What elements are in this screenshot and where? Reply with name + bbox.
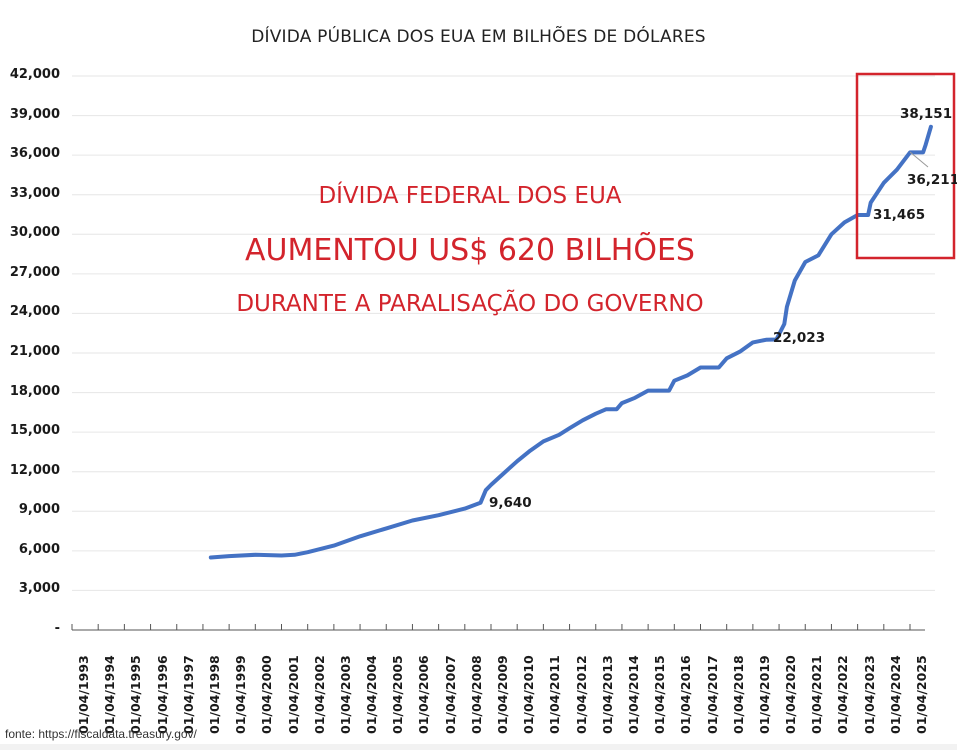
y-tick-label: 9,000 <box>18 502 60 518</box>
y-tick-label: 27,000 <box>9 264 60 280</box>
y-tick-label: 39,000 <box>9 106 60 122</box>
chart-title: DÍVIDA PÚBLICA DOS EUA EM BILHÕES DE DÓL… <box>251 27 706 47</box>
x-axis-line <box>71 624 925 631</box>
annotation-31465: 31,465 <box>873 207 926 223</box>
headline-line-1: DÍVIDA FEDERAL DOS EUA <box>318 183 622 209</box>
annotation-9640: 9,640 <box>489 495 532 511</box>
debt-line <box>208 124 933 560</box>
gridlines <box>72 75 935 591</box>
y-tick-label: 33,000 <box>9 185 60 201</box>
highlight-box <box>855 72 956 260</box>
leader-line-36211 <box>909 151 929 168</box>
y-tick-label: 12,000 <box>9 462 60 478</box>
y-tick-label: 30,000 <box>9 225 60 241</box>
y-tick-label: 6,000 <box>18 541 60 557</box>
y-tick-label: 15,000 <box>9 423 60 439</box>
y-tick-label: 21,000 <box>9 344 60 359</box>
y-tick-label: 36,000 <box>9 146 60 162</box>
y-tick-label: 18,000 <box>9 383 60 399</box>
annotation-38151: 38,151 <box>900 106 953 122</box>
headline-line-3: DURANTE A PARALISAÇÃO DO GOVERNO <box>236 291 704 317</box>
headline-line-2: AUMENTOU US$ 620 BILHÕES <box>245 233 695 268</box>
y-tick-label: 24,000 <box>9 304 60 320</box>
annotation-22023: 22,023 <box>773 330 826 346</box>
y-tick-label: 42,000 <box>9 67 60 82</box>
source-note: fonte: https://fiscaldata.treasury.gov/ <box>5 727 197 741</box>
y-tick-label: - <box>54 621 60 636</box>
y-tick-label: 3,000 <box>18 581 60 597</box>
bottom-bar <box>0 744 957 750</box>
annotation-36211: 36,211 <box>907 172 957 188</box>
